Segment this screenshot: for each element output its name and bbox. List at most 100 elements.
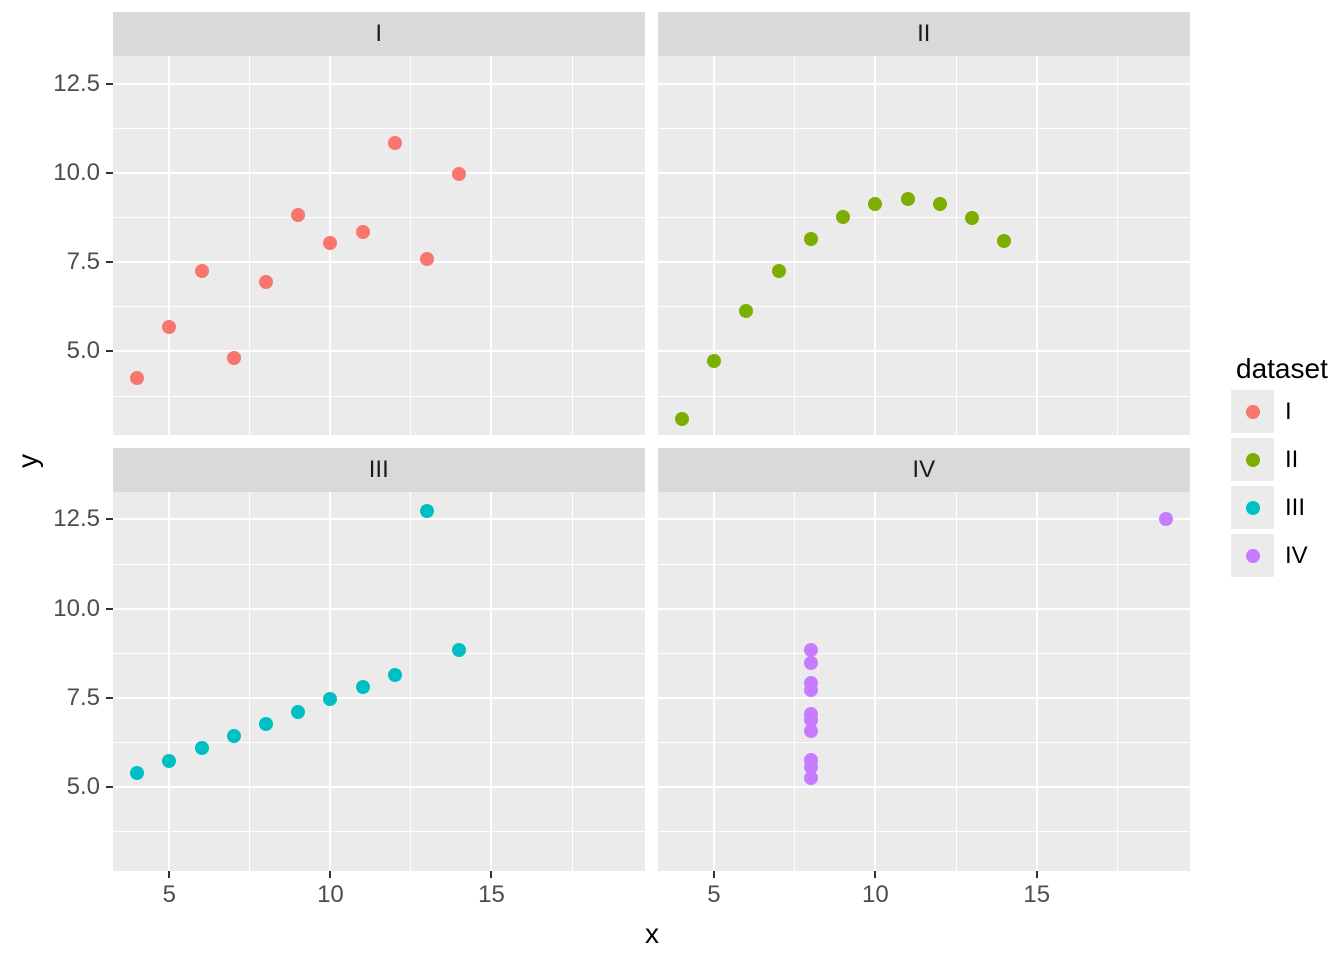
y-tick-mark bbox=[106, 350, 113, 353]
legend-key bbox=[1231, 438, 1274, 481]
data-point bbox=[420, 252, 435, 267]
x-minor-gridline bbox=[249, 492, 251, 871]
x-major-gridline bbox=[490, 492, 493, 871]
y-minor-gridline bbox=[657, 563, 1190, 565]
y-minor-gridline bbox=[113, 831, 645, 833]
y-major-gridline bbox=[657, 261, 1190, 264]
data-point bbox=[452, 643, 467, 658]
x-tick-label: 5 bbox=[162, 881, 177, 908]
x-tick-mark bbox=[874, 870, 877, 878]
x-minor-gridline bbox=[1116, 492, 1118, 871]
data-point bbox=[803, 676, 818, 691]
legend-entry-label: II bbox=[1285, 445, 1299, 473]
y-tick-label: 10.0 bbox=[53, 158, 100, 186]
y-tick-label: 7.5 bbox=[66, 248, 100, 276]
y-tick-label: 5.0 bbox=[66, 773, 100, 801]
x-major-gridline bbox=[1035, 56, 1038, 435]
x-tick-label: 5 bbox=[707, 881, 721, 908]
legend-point-icon bbox=[1245, 548, 1260, 563]
data-point bbox=[674, 412, 689, 427]
y-minor-gridline bbox=[657, 127, 1190, 129]
x-major-gridline bbox=[168, 56, 171, 435]
x-minor-gridline bbox=[571, 56, 573, 435]
x-major-gridline bbox=[1035, 492, 1038, 871]
x-minor-gridline bbox=[571, 492, 573, 871]
x-axis-title: x bbox=[645, 918, 659, 949]
y-major-gridline bbox=[657, 518, 1190, 521]
x-major-gridline bbox=[329, 492, 332, 871]
data-point bbox=[803, 232, 818, 247]
x-major-gridline bbox=[168, 492, 171, 871]
data-point bbox=[868, 196, 883, 211]
y-major-gridline bbox=[113, 261, 645, 264]
data-point bbox=[226, 729, 241, 744]
y-tick-label: 5.0 bbox=[66, 337, 100, 365]
facet-strip-II: II bbox=[657, 12, 1190, 56]
data-point bbox=[803, 643, 818, 658]
y-minor-gridline bbox=[657, 395, 1190, 397]
legend-title: dataset bbox=[1236, 353, 1328, 384]
legend-point-icon bbox=[1245, 404, 1260, 419]
x-tick-mark bbox=[168, 870, 171, 878]
x-major-gridline bbox=[712, 492, 715, 871]
y-tick-mark bbox=[106, 261, 113, 264]
data-point bbox=[323, 692, 338, 707]
data-point bbox=[452, 167, 467, 182]
data-point bbox=[194, 264, 209, 279]
x-major-gridline bbox=[874, 492, 877, 871]
legend-entry-III: III bbox=[1231, 486, 1344, 529]
legend-point-icon bbox=[1245, 500, 1260, 515]
x-major-gridline bbox=[490, 56, 493, 435]
x-minor-gridline bbox=[1116, 56, 1118, 435]
x-tick-mark bbox=[712, 870, 715, 878]
y-major-gridline bbox=[657, 696, 1190, 699]
legend-key bbox=[1231, 534, 1274, 577]
legend-key bbox=[1231, 486, 1274, 529]
y-minor-gridline bbox=[113, 652, 645, 654]
data-point bbox=[194, 741, 209, 756]
data-point bbox=[355, 225, 370, 240]
y-major-gridline bbox=[113, 696, 645, 699]
legend-point-icon bbox=[1245, 452, 1260, 467]
facet-strip-III: III bbox=[113, 448, 645, 492]
facet-panel-II bbox=[657, 56, 1190, 435]
data-point bbox=[355, 679, 370, 694]
data-point bbox=[1158, 512, 1173, 527]
y-major-gridline bbox=[113, 607, 645, 610]
legend-entry-label: III bbox=[1285, 493, 1306, 521]
facet-panel-I bbox=[113, 56, 645, 435]
data-point bbox=[226, 350, 241, 365]
y-axis-title: y bbox=[12, 454, 43, 468]
x-minor-gridline bbox=[955, 56, 957, 435]
data-point bbox=[739, 304, 754, 319]
data-point bbox=[803, 760, 818, 775]
y-major-gridline bbox=[657, 786, 1190, 789]
data-point bbox=[130, 766, 145, 781]
data-point bbox=[291, 704, 306, 719]
data-point bbox=[420, 503, 435, 518]
data-point bbox=[965, 210, 980, 225]
legend: dataset I II III IV bbox=[1231, 352, 1344, 582]
y-tick-label: 12.5 bbox=[53, 505, 100, 533]
data-point bbox=[803, 771, 818, 786]
x-tick-label: 15 bbox=[478, 881, 505, 908]
legend-entry-IV: IV bbox=[1231, 534, 1344, 577]
data-point bbox=[162, 753, 177, 768]
y-minor-gridline bbox=[113, 395, 645, 397]
x-tick-mark bbox=[1035, 870, 1038, 878]
x-minor-gridline bbox=[249, 56, 251, 435]
data-point bbox=[836, 209, 851, 224]
y-minor-gridline bbox=[657, 831, 1190, 833]
y-minor-gridline bbox=[657, 306, 1190, 308]
facet-strip-IV: IV bbox=[657, 448, 1190, 492]
y-minor-gridline bbox=[657, 652, 1190, 654]
y-major-gridline bbox=[657, 607, 1190, 610]
data-point bbox=[387, 667, 402, 682]
x-minor-gridline bbox=[794, 492, 796, 871]
x-tick-label: 10 bbox=[861, 881, 889, 908]
y-tick-label: 10.0 bbox=[53, 594, 100, 622]
y-tick-mark bbox=[106, 696, 113, 699]
data-point bbox=[291, 208, 306, 223]
y-tick-mark bbox=[106, 171, 113, 174]
data-point bbox=[323, 235, 338, 250]
